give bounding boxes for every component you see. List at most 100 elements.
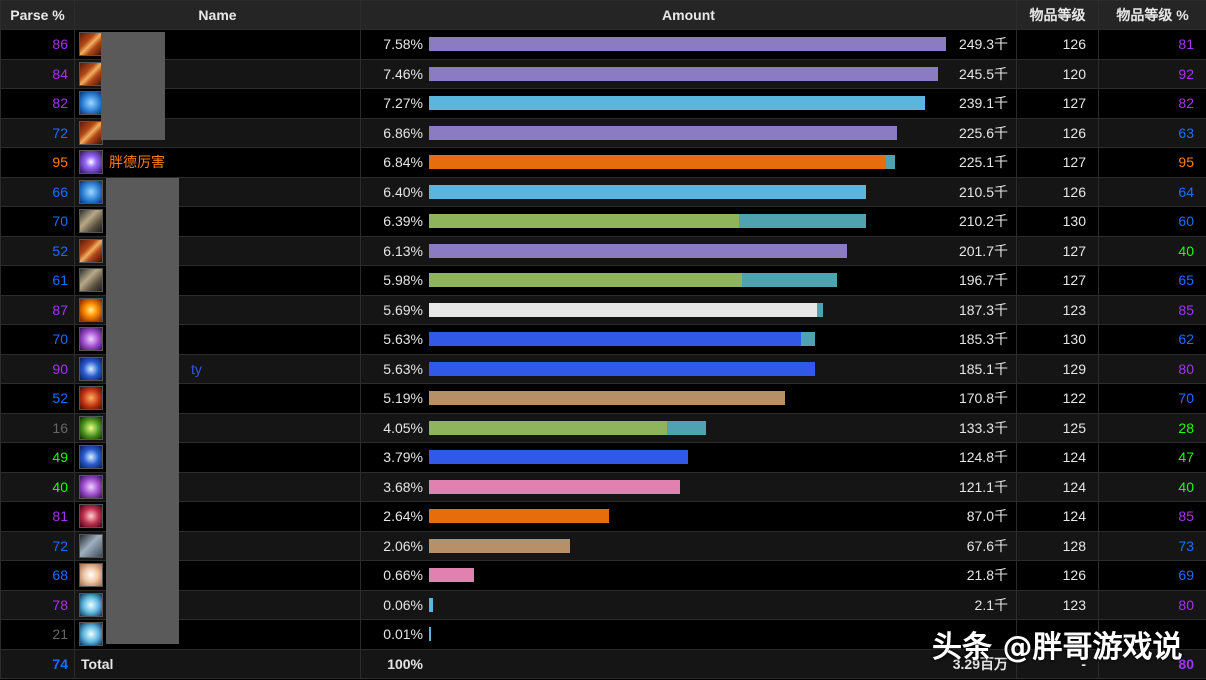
table-row[interactable]: 49 3.79% 124.8千 124 47 <box>0 442 1206 473</box>
item-level-percent-cell: 63 <box>1098 117 1206 148</box>
amount-bar-container: 6.84% 225.1千 <box>365 148 1012 176</box>
player-name-wrap[interactable] <box>76 266 360 294</box>
parse-cell: 66 <box>0 176 75 207</box>
player-name-wrap[interactable] <box>76 178 360 206</box>
table-row[interactable]: 72 6.86% 225.6千 126 63 <box>0 117 1206 148</box>
amount-cell: 6.13% 201.7千 <box>360 235 1017 266</box>
player-name-wrap[interactable] <box>76 414 360 442</box>
amount-percent: 3.68% <box>383 478 423 495</box>
player-name-wrap[interactable] <box>76 443 360 471</box>
shaman-storm-icon <box>79 445 103 470</box>
amount-cell: 5.19% 170.8千 <box>360 383 1017 414</box>
amount-bar-container: 5.63% 185.3千 <box>365 325 1012 353</box>
player-name-wrap[interactable] <box>76 296 360 324</box>
total-amount-container: 100% 3.29百万 <box>365 650 1012 678</box>
amount-percent: 7.27% <box>383 95 423 112</box>
amount-cell: 6.39% 210.2千 <box>360 206 1017 237</box>
amount-bar-container: 7.27% 239.1千 <box>365 89 1012 117</box>
player-name[interactable]: 胖德厉害 <box>109 154 165 171</box>
table-row[interactable]: 72 2.06% 67.6千 128 73 <box>0 530 1206 561</box>
player-name-wrap[interactable] <box>76 620 360 648</box>
player-name-wrap[interactable] <box>76 237 360 265</box>
item-level-cell: 127 <box>1016 235 1099 266</box>
player-name-wrap[interactable]: ty <box>76 355 360 383</box>
amount-cell: 5.63% 185.1千 <box>360 353 1017 384</box>
table-row[interactable]: 87 5.69% 187.3千 123 85 <box>0 294 1206 325</box>
redaction-block <box>106 178 179 644</box>
player-name-wrap[interactable] <box>76 207 360 235</box>
table-row[interactable]: 70 6.39% 210.2千 130 60 <box>0 206 1206 237</box>
total-amount-value: 3.29百万 <box>952 655 1008 672</box>
player-name[interactable]: ty <box>191 360 202 377</box>
table-row[interactable]: 84 7.46% 245.5千 120 92 <box>0 58 1206 89</box>
item-level-percent-cell: 80 <box>1098 353 1206 384</box>
header-ilvl[interactable]: 物品等级 <box>1016 0 1099 30</box>
table-row[interactable]: 82 7.27% 239.1千 127 82 <box>0 88 1206 119</box>
damage-bar <box>429 66 938 81</box>
player-name-wrap[interactable] <box>76 89 360 117</box>
amount-value: 67.6千 <box>966 537 1008 554</box>
item-level-percent-cell: 70 <box>1098 383 1206 414</box>
parse-cell: 95 <box>0 147 75 178</box>
player-name-wrap[interactable] <box>76 30 360 58</box>
header-parse[interactable]: Parse % <box>0 0 75 30</box>
item-level-percent-cell: 85 <box>1098 501 1206 532</box>
amount-value: 196.7千 <box>958 272 1008 289</box>
table-row[interactable]: 78 0.06% 2.1千 123 80 <box>0 589 1206 620</box>
player-name-wrap[interactable] <box>76 591 360 619</box>
pet-damage-bar <box>800 332 816 347</box>
header-name[interactable]: Name <box>74 0 361 30</box>
table-row[interactable]: 81 2.64% 87.0千 124 85 <box>0 501 1206 532</box>
amount-percent: 2.06% <box>383 537 423 554</box>
amount-percent: 2.64% <box>383 508 423 525</box>
amount-cell: 6.84% 225.1千 <box>360 147 1017 178</box>
parse-cell: 72 <box>0 530 75 561</box>
amount-percent: 5.63% <box>383 360 423 377</box>
table-row[interactable]: 86 7.58% 249.3千 126 81 <box>0 29 1206 60</box>
player-name-wrap[interactable] <box>76 384 360 412</box>
player-name-wrap[interactable] <box>76 532 360 560</box>
damage-bar <box>429 538 570 553</box>
amount-cell: 6.40% 210.5千 <box>360 176 1017 207</box>
player-name-wrap[interactable] <box>76 561 360 589</box>
arcane-icon <box>79 327 103 352</box>
amount-bar-container: 7.58% 249.3千 <box>365 30 1012 58</box>
amount-cell: 0.66% 21.8千 <box>360 560 1017 591</box>
header-amount[interactable]: Amount <box>360 0 1017 30</box>
table-row[interactable]: 52 5.19% 170.8千 122 70 <box>0 383 1206 414</box>
table-row[interactable]: 66 6.40% 210.5千 126 64 <box>0 176 1206 207</box>
total-item-level-percent-cell: 80 <box>1098 648 1206 679</box>
parse-cell: 82 <box>0 88 75 119</box>
player-name-wrap[interactable]: 胖德厉害 <box>76 148 360 176</box>
table-row[interactable]: 68 0.66% 21.8千 126 69 <box>0 560 1206 591</box>
table-row[interactable]: 52 6.13% 201.7千 127 40 <box>0 235 1206 266</box>
table-row[interactable]: 16 4.05% 133.3千 125 28 <box>0 412 1206 443</box>
amount-percent: 0.66% <box>383 567 423 584</box>
item-level-percent-cell: 47 <box>1098 442 1206 473</box>
redaction-block <box>101 32 165 140</box>
player-name-wrap[interactable] <box>76 325 360 353</box>
player-name-wrap[interactable] <box>76 473 360 501</box>
amount-cell: 7.58% 249.3千 <box>360 29 1017 60</box>
item-level-percent-cell: 85 <box>1098 294 1206 325</box>
amount-cell: 5.63% 185.3千 <box>360 324 1017 355</box>
table-row[interactable]: 21 0.01% <box>0 619 1206 650</box>
table-row[interactable]: 90 ty 5.63% 185.1千 129 80 <box>0 353 1206 384</box>
amount-percent: 7.46% <box>383 65 423 82</box>
player-name-wrap[interactable] <box>76 60 360 88</box>
table-row[interactable]: 70 5.63% 185.3千 130 62 <box>0 324 1206 355</box>
item-level-cell: 120 <box>1016 58 1099 89</box>
player-name-wrap[interactable] <box>76 502 360 530</box>
amount-bar-container: 5.69% 187.3千 <box>365 296 1012 324</box>
parse-cell: 72 <box>0 117 75 148</box>
item-level-cell: 124 <box>1016 471 1099 502</box>
table-row[interactable]: 61 5.98% 196.7千 127 65 <box>0 265 1206 296</box>
table-row[interactable]: 40 3.68% 121.1千 124 40 <box>0 471 1206 502</box>
parse-cell: 52 <box>0 235 75 266</box>
amount-cell: 0.01% <box>360 619 1017 650</box>
table-row[interactable]: 95 胖德厉害 6.84% 225.1千 127 95 <box>0 147 1206 178</box>
feral-druid-icon <box>79 150 103 175</box>
amount-value: 133.3千 <box>958 419 1008 436</box>
pet-damage-bar <box>667 420 707 435</box>
header-ilvl-pct[interactable]: 物品等级 % <box>1098 0 1206 30</box>
